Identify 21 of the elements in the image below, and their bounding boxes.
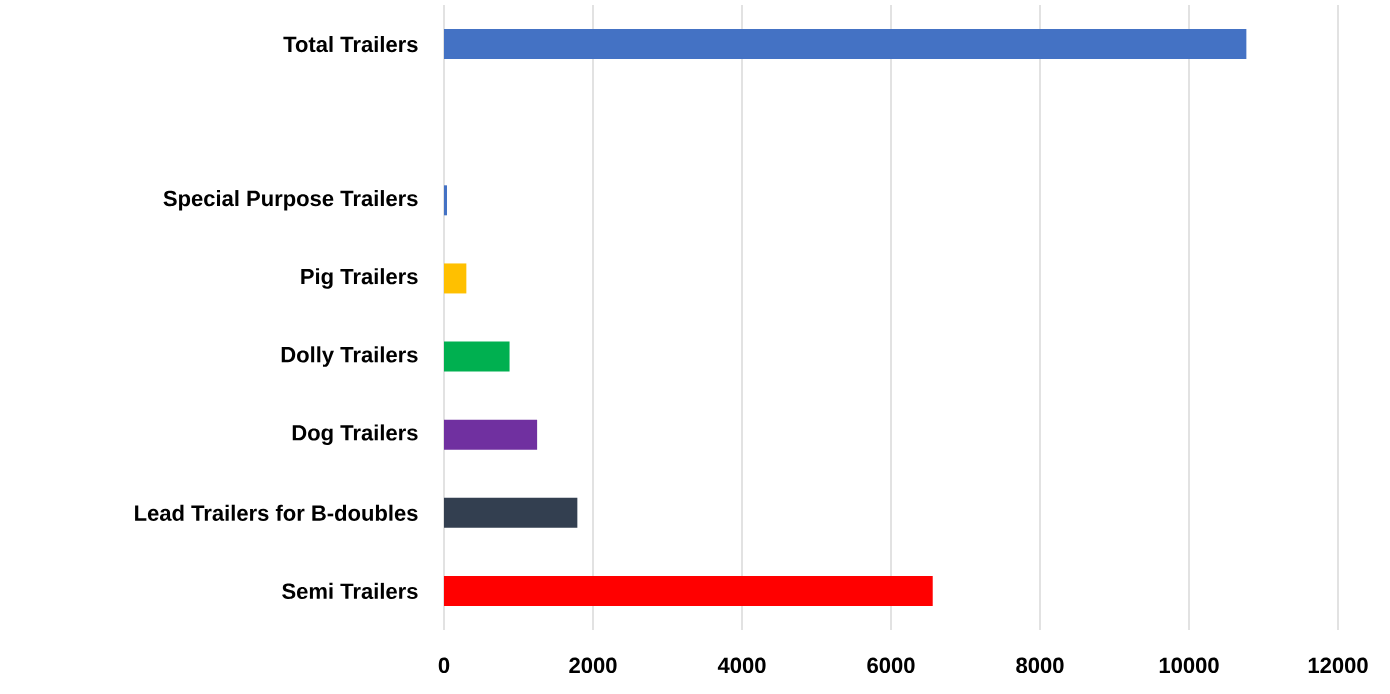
y-tick-label: Total Trailers: [283, 35, 418, 53]
x-tick-label: 2000: [569, 657, 617, 674]
x-tick-label: 8000: [1016, 657, 1064, 674]
x-tick-label: 0: [438, 657, 450, 674]
bar: [443, 497, 578, 528]
y-tick-label: Dolly Trailers: [281, 346, 418, 367]
bar: [443, 419, 538, 450]
y-tick-label: Pig Trailers: [301, 268, 418, 289]
x-tick-label: 4000: [717, 657, 766, 674]
bar: [443, 29, 1247, 60]
x-tick-label: 6000: [867, 657, 915, 674]
bar: [443, 185, 447, 216]
x-tick-label: 12000: [1308, 657, 1368, 674]
bar: [443, 575, 933, 606]
bar: [443, 263, 467, 294]
y-tick-label: Lead Trailers for B-doubles: [135, 504, 418, 521]
y-tick-label: Semi Trailers: [282, 582, 418, 600]
bar: [443, 341, 510, 372]
x-tick-label: 10000: [1159, 657, 1219, 674]
y-tick-label: Dog Trailers: [292, 424, 418, 445]
y-tick-label: Special Purpose Trailers: [163, 190, 418, 211]
